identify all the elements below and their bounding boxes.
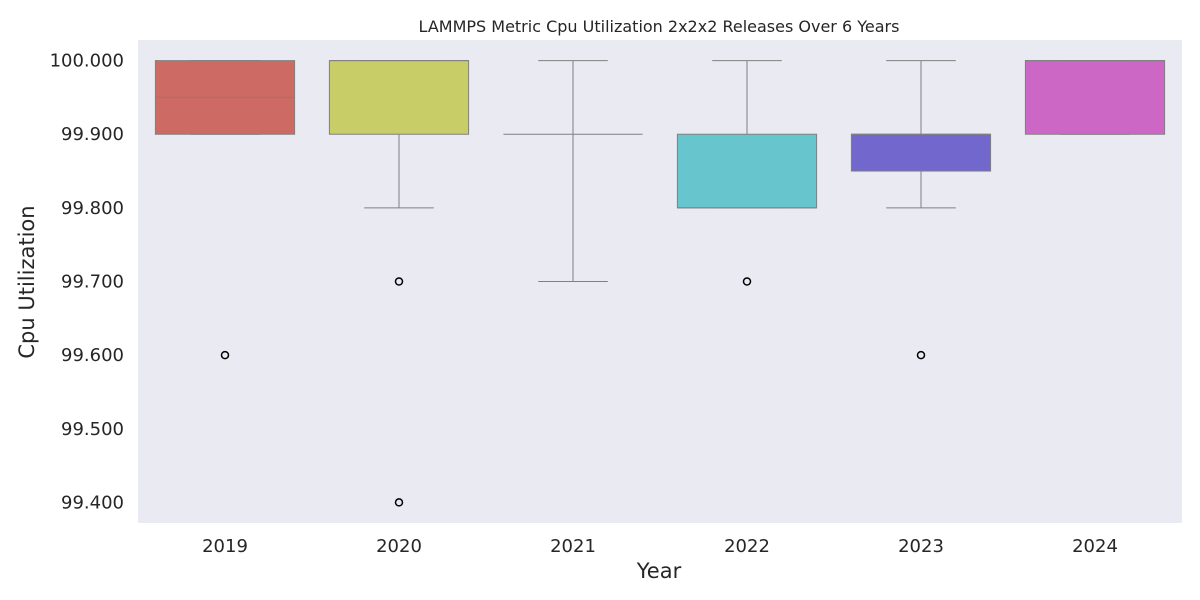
x-tick-label: 2021 bbox=[550, 536, 596, 557]
x-tick-label: 2024 bbox=[1072, 536, 1118, 557]
box-body bbox=[676, 133, 818, 209]
outlier-point bbox=[394, 498, 404, 507]
y-tick-label: 99.400 bbox=[61, 492, 124, 513]
chart-title: LAMMPS Metric Cpu Utilization 2x2x2 Rele… bbox=[419, 17, 900, 36]
y-tick-label: 99.700 bbox=[61, 272, 124, 293]
y-tick-label: 99.500 bbox=[61, 419, 124, 440]
y-tick-label: 99.900 bbox=[61, 124, 124, 145]
outlier-point bbox=[220, 350, 230, 360]
box-body bbox=[850, 133, 992, 172]
box-2019 bbox=[154, 60, 296, 360]
y-tick-label: 99.600 bbox=[61, 345, 124, 366]
boxes-group bbox=[154, 60, 1166, 507]
x-tick-label: 2023 bbox=[898, 536, 944, 557]
box-body bbox=[328, 60, 470, 135]
box-2022 bbox=[676, 60, 818, 286]
x-tick-label: 2019 bbox=[202, 536, 248, 557]
x-tick-labels: 2019 2020 2021 2022 2023 2024 bbox=[202, 536, 1118, 557]
outlier-point bbox=[742, 277, 752, 286]
box-2023 bbox=[850, 60, 992, 360]
x-tick-label: 2020 bbox=[376, 536, 422, 557]
y-axis-label: Cpu Utilization bbox=[15, 205, 39, 358]
box-2021 bbox=[503, 60, 643, 282]
outlier-point bbox=[916, 350, 926, 360]
x-axis-label: Year bbox=[636, 559, 682, 583]
plot-background bbox=[138, 40, 1182, 523]
outlier-point bbox=[394, 277, 404, 286]
y-tick-label: 100.000 bbox=[50, 51, 124, 72]
box-2024 bbox=[1024, 60, 1166, 135]
x-tick-label: 2022 bbox=[724, 536, 770, 557]
y-tick-label: 99.800 bbox=[61, 198, 124, 219]
y-tick-labels: 99.400 99.500 99.600 99.700 99.800 99.900 100.… bbox=[50, 51, 124, 514]
box-body bbox=[1024, 60, 1166, 135]
box-2020 bbox=[328, 60, 470, 507]
